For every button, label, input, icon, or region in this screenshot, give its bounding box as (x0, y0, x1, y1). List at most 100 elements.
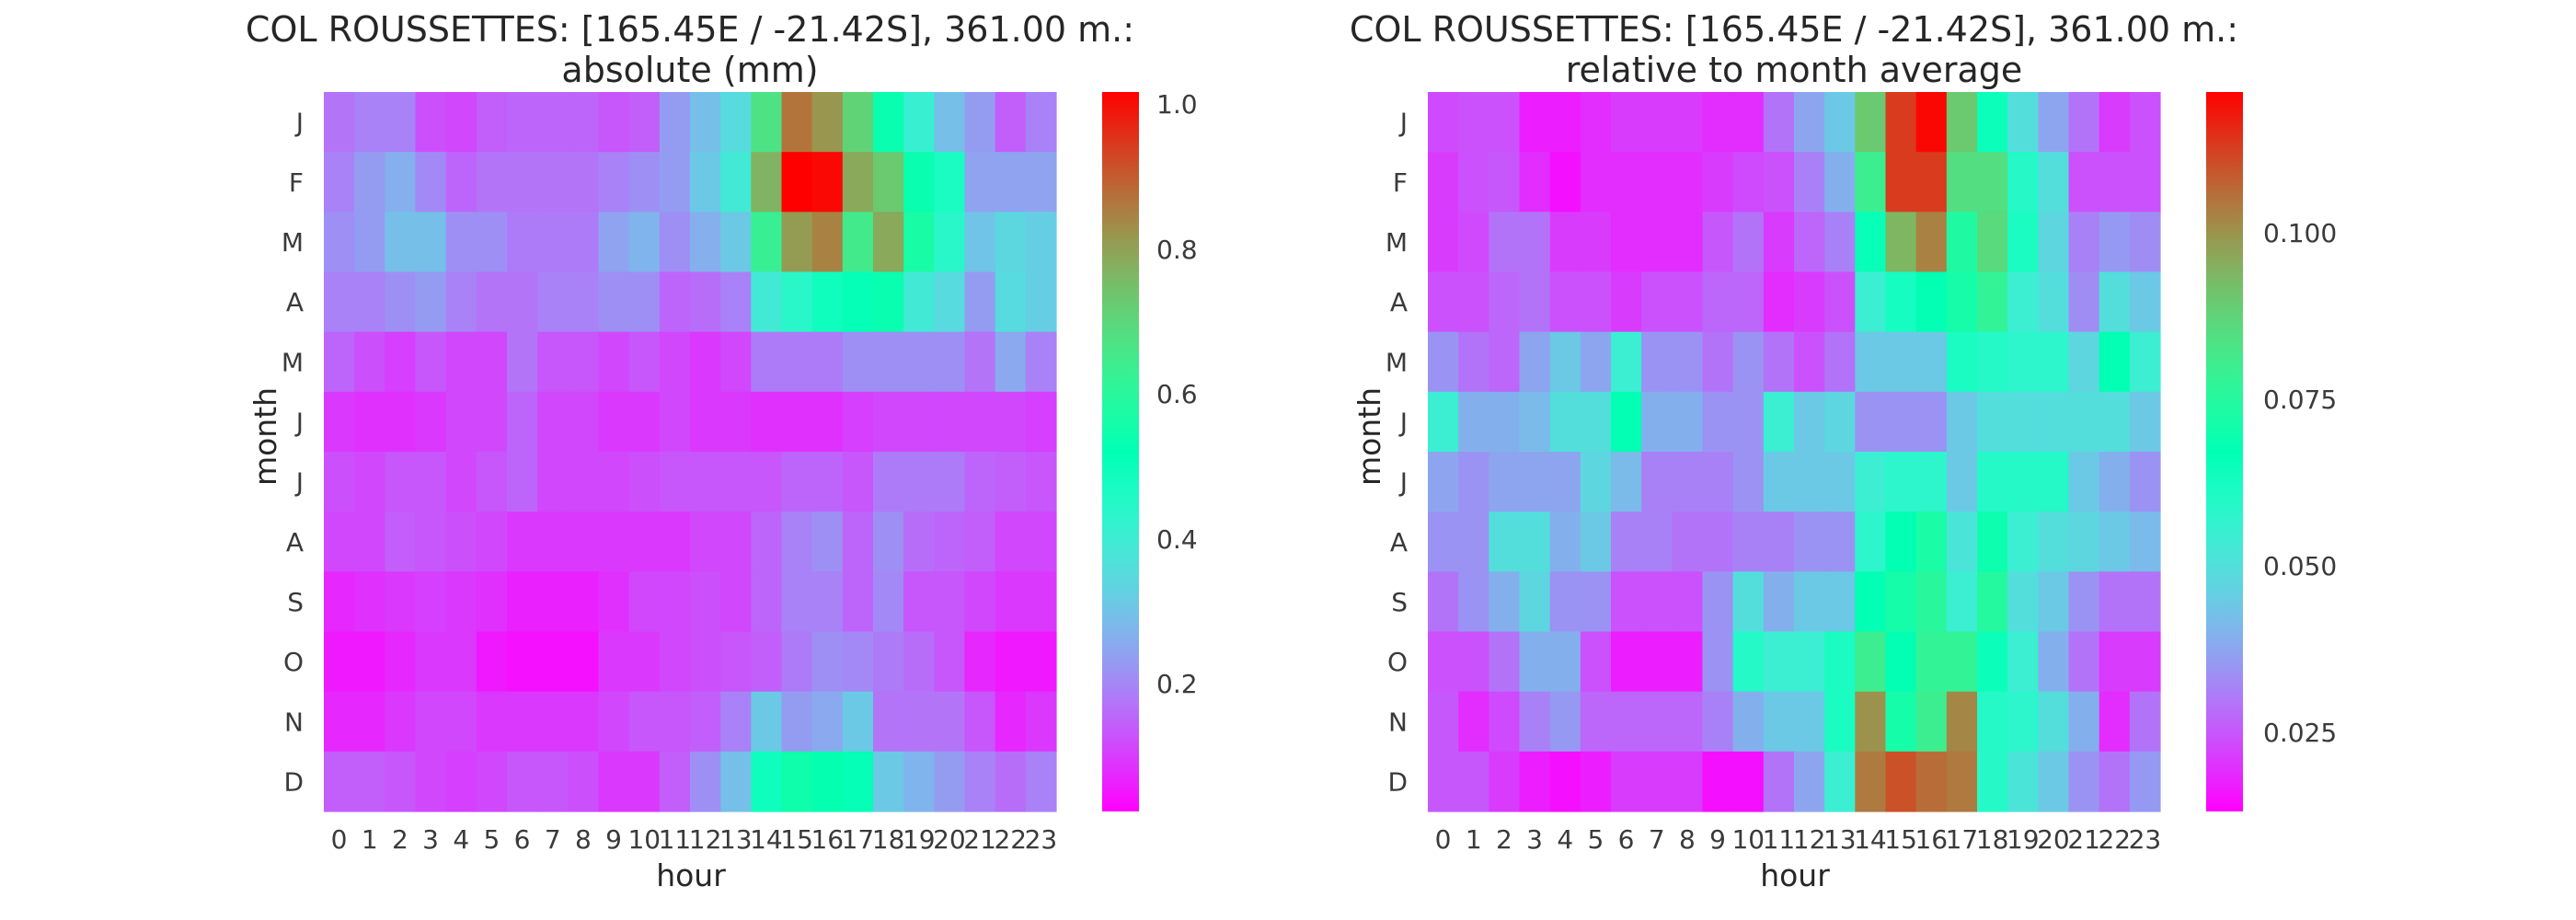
heatmap-cell (1672, 571, 1704, 633)
heatmap-cell (1458, 751, 1489, 812)
heatmap-cell (1428, 691, 1459, 753)
heatmap-cell (1702, 212, 1734, 273)
x-tick-label: 11 (659, 824, 692, 855)
heatmap-cell (354, 691, 385, 753)
heatmap-cell (415, 631, 447, 693)
heatmap-cell (1855, 331, 1887, 393)
heatmap-cell (1763, 512, 1795, 572)
heatmap-cell (1025, 691, 1057, 753)
heatmap-cell (1580, 152, 1612, 213)
heatmap-cell (1824, 751, 1856, 812)
heatmap-cell (964, 391, 996, 453)
x-tick-label: 15 (780, 824, 813, 855)
heatmap-cell (598, 512, 630, 572)
y-tick-label: A (1390, 527, 1408, 558)
heatmap-cell (2007, 512, 2039, 572)
heatmap-cell (842, 631, 874, 693)
heatmap-cell (476, 452, 508, 512)
heatmap-cell (1946, 92, 1978, 153)
heatmap-cell (2129, 452, 2161, 512)
heatmap-cell (751, 152, 783, 213)
heatmap-cell (507, 452, 538, 512)
heatmap-cell (445, 452, 477, 512)
heatmap-cell (324, 452, 355, 512)
heatmap-cell (934, 212, 966, 273)
heatmap-cell (934, 571, 966, 633)
heatmap-cell (964, 452, 996, 512)
heatmap-cell (659, 512, 691, 572)
heatmap-cell (476, 512, 508, 572)
heatmap-cell (1732, 631, 1765, 693)
heatmap-cell (1702, 751, 1734, 812)
heatmap-cell (720, 212, 752, 273)
heatmap-cell (811, 391, 844, 453)
heatmap-cell (720, 631, 752, 693)
x-tick-label: 17 (1946, 824, 1979, 855)
heatmap-cell (1732, 452, 1765, 512)
heatmap-cell (1702, 92, 1734, 153)
heatmap-cell (1855, 691, 1887, 753)
heatmap-cell (1915, 631, 1948, 693)
heatmap-cell (385, 571, 417, 633)
heatmap-cell (903, 631, 935, 693)
colorbar (1102, 92, 1139, 811)
heatmap-cell (1428, 452, 1459, 512)
heatmap-cell (1641, 512, 1673, 572)
heatmap-cell (1855, 152, 1887, 213)
heatmap-cell (1489, 331, 1521, 393)
heatmap-cell (842, 391, 874, 453)
heatmap-cell (507, 751, 538, 812)
heatmap-cell (1641, 271, 1673, 333)
heatmap-cell (1549, 152, 1581, 213)
heatmap-cell (659, 152, 691, 213)
heatmap-cell (1885, 452, 1917, 512)
heatmap-cell (1885, 152, 1917, 213)
heatmap-cell (2007, 452, 2039, 512)
heatmap-cell (2129, 691, 2161, 753)
heatmap-cell (1489, 152, 1521, 213)
x-tick-label: 18 (872, 824, 905, 855)
heatmap-cell (1611, 691, 1642, 753)
heatmap-cell (781, 391, 813, 453)
heatmap-cell (1794, 391, 1825, 453)
heatmap-cell (720, 271, 752, 333)
heatmap-cell (1025, 391, 1057, 453)
heatmap-cell (781, 512, 813, 572)
heatmap-cell (1732, 271, 1765, 333)
heatmap-cell (1885, 212, 1917, 273)
heatmap-cell (507, 571, 538, 633)
heatmap-cell (2068, 691, 2100, 753)
heatmap-cell (415, 452, 447, 512)
heatmap-cell (2129, 331, 2161, 393)
heatmap-cell (873, 391, 904, 453)
heatmap-cell (2099, 271, 2131, 333)
heatmap-cell (1025, 512, 1057, 572)
heatmap-cell (1025, 92, 1057, 153)
heatmap-cell (2099, 512, 2131, 572)
heatmap-cell (2099, 152, 2131, 213)
x-tick-label: 6 (1618, 824, 1635, 855)
heatmap-cell (324, 391, 355, 453)
heatmap-cell (1611, 631, 1642, 693)
heatmap-cell (445, 212, 477, 273)
heatmap-cell (842, 691, 874, 753)
heatmap-cell (873, 751, 904, 812)
heatmap-cell (2099, 391, 2131, 453)
heatmap-cell (1428, 271, 1459, 333)
heatmap-cell (1549, 751, 1581, 812)
heatmap-cell (1458, 271, 1489, 333)
heatmap-cell (1641, 571, 1673, 633)
heatmap-cell (1824, 271, 1856, 333)
y-tick-label: M (1386, 227, 1408, 258)
heatmap-cell (1519, 271, 1551, 333)
heatmap-cell (354, 512, 385, 572)
y-tick-label: J (1398, 467, 1408, 498)
heatmap-cell (354, 331, 385, 393)
heatmap-cell (659, 391, 691, 453)
heatmap-cell (1763, 271, 1795, 333)
heatmap-cell (598, 152, 630, 213)
heatmap-cell (1794, 92, 1825, 153)
heatmap-cell (476, 691, 508, 753)
heatmap-cell (385, 271, 417, 333)
x-tick-label: 4 (453, 824, 469, 855)
